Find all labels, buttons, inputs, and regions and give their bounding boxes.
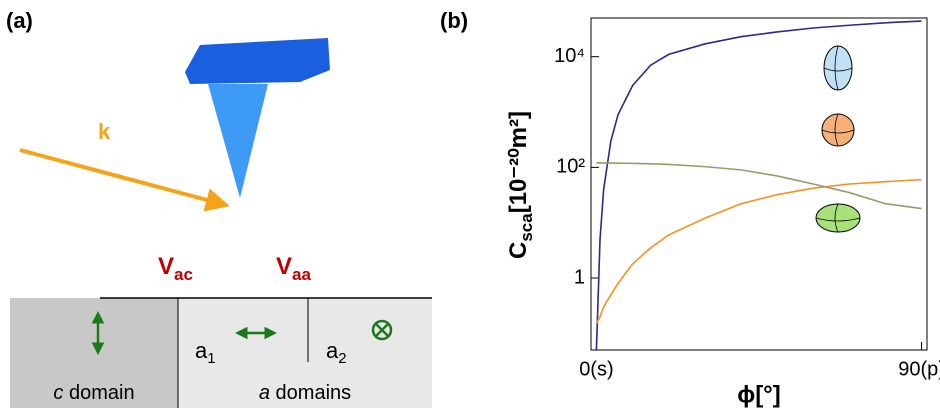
- k-arrow: [20, 150, 222, 204]
- panel-label: (b): [440, 8, 468, 33]
- cantilever: [185, 38, 330, 84]
- series-line: [596, 180, 921, 324]
- v-ac: Vac: [158, 253, 193, 284]
- v-main: V: [276, 253, 292, 280]
- figure: (a) k Vac Vaa a1 a2 c domain a domains (…: [0, 0, 940, 414]
- rest: domains: [270, 382, 351, 404]
- v-sub: aa: [292, 265, 311, 284]
- tip: [208, 84, 268, 198]
- rest: domain: [63, 382, 134, 404]
- y-sub: sca: [517, 213, 536, 242]
- k-label: k: [98, 119, 111, 144]
- v-main: V: [158, 253, 174, 280]
- italic: a: [259, 382, 270, 404]
- c-domain-label: c domain: [53, 382, 134, 404]
- prolate-icon: [824, 46, 852, 90]
- a-domains-label: a domains: [259, 382, 351, 404]
- y-tick-label: 10²: [556, 156, 585, 178]
- plot-frame: [591, 18, 927, 350]
- v-sub: ac: [174, 265, 193, 284]
- x-tick-label: 0(s): [579, 358, 613, 380]
- oblate-icon: [816, 204, 860, 232]
- y-axis-label: Csca[10⁻²⁰m²]: [505, 111, 536, 259]
- y-tick-label: 1: [574, 266, 585, 288]
- series-line: [596, 163, 921, 209]
- x-axis-label: ϕ[°]: [737, 381, 781, 408]
- a-sub: 1: [207, 350, 215, 367]
- a-main: a: [326, 338, 339, 363]
- y-rest: [10⁻²⁰m²]: [505, 111, 532, 213]
- y-tick-label: 10⁴: [554, 45, 585, 67]
- panel-label: (a): [6, 8, 33, 33]
- y-main: C: [505, 242, 532, 259]
- x-tick-label: 90(p): [898, 358, 940, 380]
- a-main: a: [195, 338, 208, 363]
- a-sub: 2: [338, 350, 346, 367]
- series-line: [596, 21, 921, 350]
- sphere-icon: [822, 114, 854, 146]
- italic: c: [53, 382, 63, 404]
- v-aa: Vaa: [276, 253, 311, 284]
